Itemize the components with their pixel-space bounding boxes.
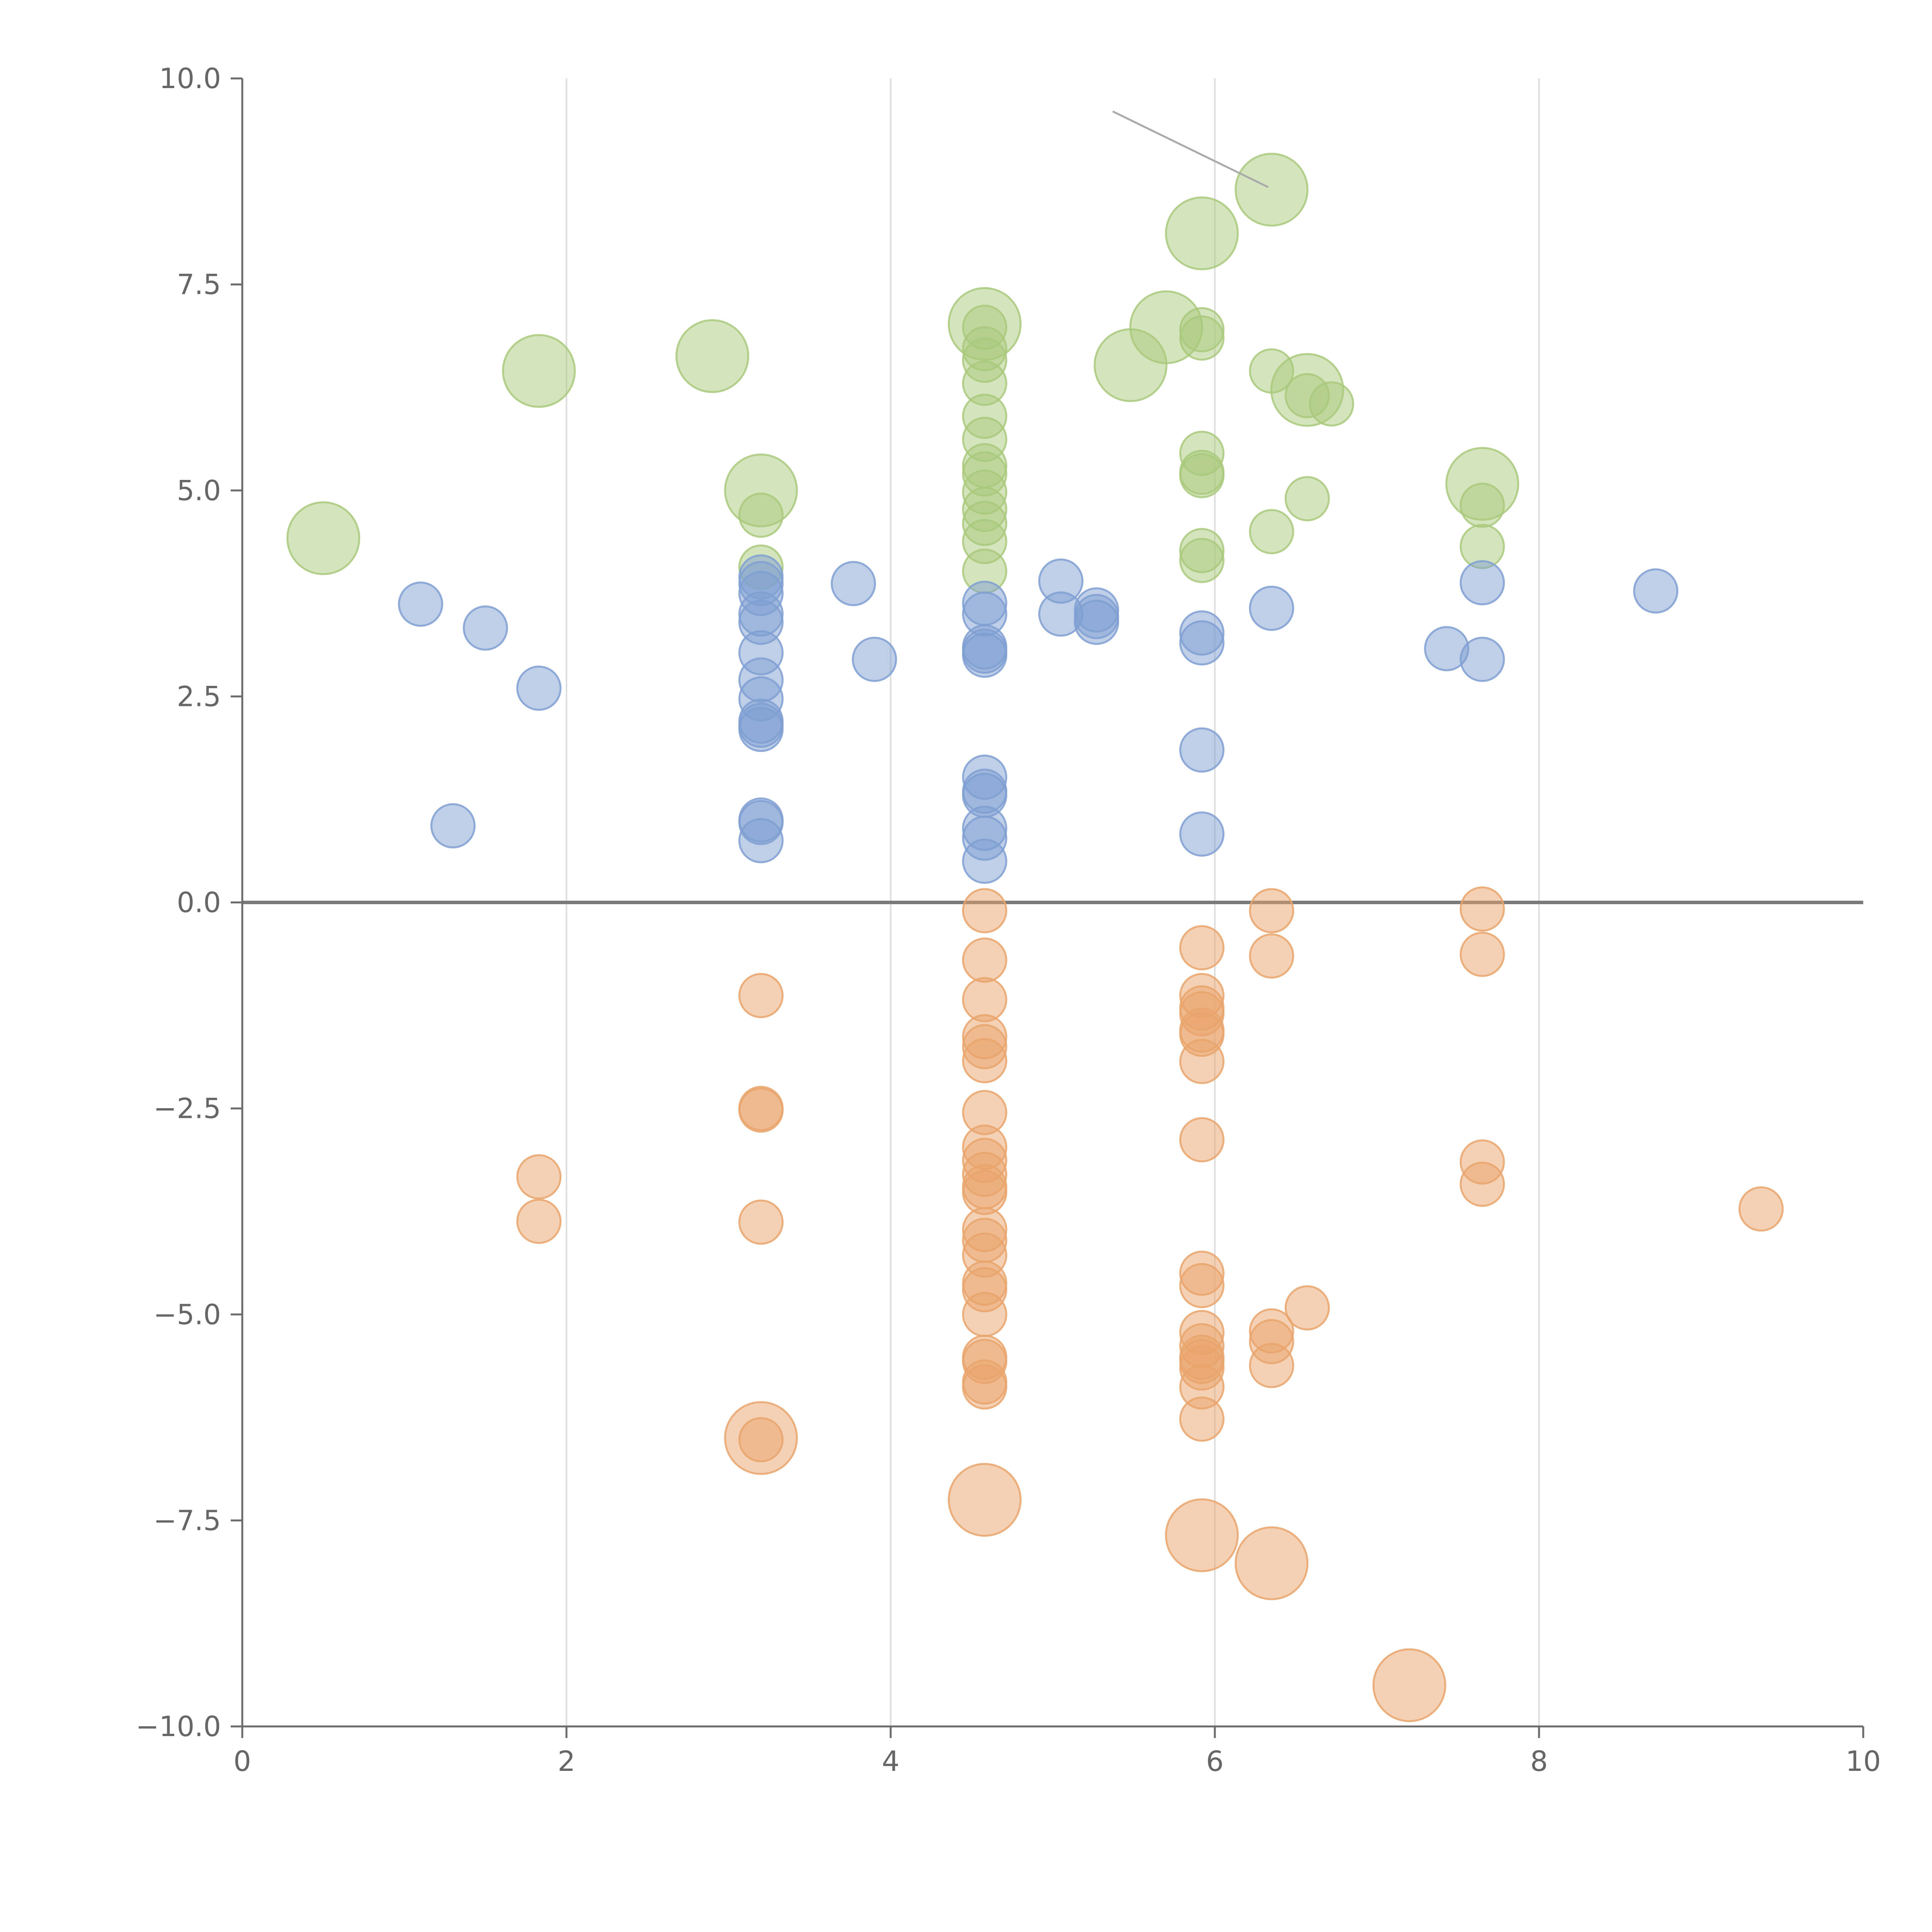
orange-point [1179, 1263, 1225, 1308]
x-tick-label: 6 [1206, 1745, 1224, 1777]
orange-point [516, 1154, 562, 1200]
y-tick-label: −5.0 [153, 1298, 221, 1331]
green-point [1249, 509, 1294, 554]
blue-point [1633, 568, 1679, 614]
orange-point [738, 1087, 784, 1133]
orange-point [1249, 1343, 1294, 1388]
green-point [1235, 153, 1309, 227]
orange-point [1459, 1162, 1505, 1207]
green-point [1179, 315, 1225, 361]
blue-point [1459, 636, 1505, 682]
blue-point [516, 665, 562, 711]
data-points [286, 153, 1784, 1722]
y-tick-label: 2.5 [177, 680, 221, 713]
blue-point [738, 818, 784, 864]
orange-point [962, 1292, 1007, 1337]
blue-point [962, 633, 1007, 678]
y-tick-label: 0.0 [177, 886, 221, 919]
orange-point [1179, 1117, 1225, 1163]
blue-point [831, 561, 876, 606]
blue-point [463, 605, 508, 651]
axes: 0 2 4 6 8 10 −10.0 −7.5 −5.0 −2.5 0.0 2.5 5.0 7.5 10.0 [136, 62, 1881, 1777]
orange-point [962, 1364, 1007, 1410]
blue-point [1249, 585, 1294, 631]
orange-point [1165, 1498, 1239, 1572]
green-point [286, 501, 361, 575]
y-tick-label: 5.0 [177, 474, 221, 507]
green-point [1459, 483, 1505, 528]
orange-point [1249, 933, 1294, 979]
green-point [1309, 381, 1354, 427]
blue-point [430, 803, 476, 849]
orange-point [1459, 932, 1505, 977]
green-point [738, 492, 784, 538]
blue-point [1179, 727, 1225, 773]
x-tick-label: 4 [882, 1745, 900, 1777]
orange-point [1738, 1186, 1784, 1232]
orange-point [1249, 888, 1294, 934]
x-tick-label: 2 [558, 1745, 575, 1777]
y-tick-label: 10.0 [159, 62, 221, 95]
blue-point [962, 838, 1007, 884]
orange-point [1459, 886, 1505, 932]
orange-point [962, 888, 1007, 934]
green-point [502, 334, 576, 408]
orange-point [738, 973, 784, 1018]
orange-point [1179, 1396, 1225, 1442]
y-tick-label: −10.0 [136, 1710, 221, 1743]
blue-point [1179, 620, 1225, 666]
green-point [1179, 538, 1225, 583]
orange-point [962, 1038, 1007, 1083]
green-point [1249, 348, 1294, 394]
orange-point [1284, 1285, 1330, 1331]
y-tick-label: 7.5 [177, 268, 221, 301]
green-point [675, 319, 750, 393]
orange-point [1179, 1039, 1225, 1084]
blue-point [1074, 599, 1119, 645]
blue-point [398, 582, 443, 627]
orange-point [738, 1199, 784, 1245]
x-tick-label: 0 [233, 1745, 251, 1777]
orange-point [738, 1417, 784, 1463]
orange-point [947, 1463, 1022, 1537]
orange-point [1179, 925, 1225, 971]
blue-point [1179, 811, 1225, 857]
y-tick-label: −2.5 [153, 1092, 221, 1125]
blue-point [1459, 560, 1505, 605]
x-tick-label: 10 [1845, 1745, 1881, 1777]
green-point [1165, 196, 1239, 270]
y-tick-label: −7.5 [153, 1504, 221, 1537]
blue-point [738, 707, 784, 752]
orange-point [516, 1199, 562, 1244]
blue-point [852, 636, 897, 682]
orange-point [1372, 1648, 1446, 1722]
orange-point [962, 937, 1007, 983]
x-tick-label: 8 [1530, 1745, 1548, 1777]
orange-point [1235, 1526, 1309, 1600]
green-point [1179, 453, 1225, 498]
green-point [1284, 476, 1330, 522]
annotation-leader-line [1112, 111, 1269, 188]
